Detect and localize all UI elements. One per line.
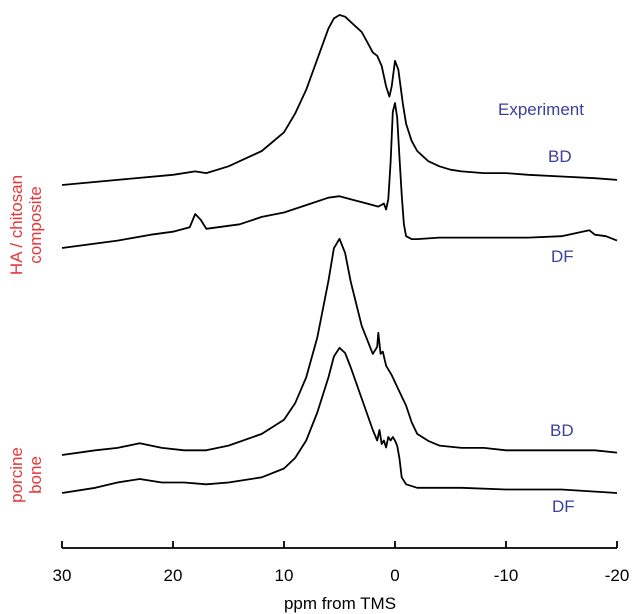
trace-df-ha-chitosan-composite (61, 102, 618, 249)
x-tick-label: 0 (390, 566, 399, 585)
x-tick-label: 30 (53, 566, 72, 585)
x-axis-tick-labels: 30 20 10 0 -10 -20 (53, 566, 630, 585)
spectra-traces (61, 14, 618, 494)
trace-bd-porcine-bone (61, 237, 618, 456)
group-labels: HA / chitosancomposite porcinebone (7, 175, 45, 503)
x-tick-label: -20 (605, 566, 630, 585)
group-label: porcinebone (7, 447, 45, 503)
x-axis-ticks (61, 541, 618, 548)
series-label-df-ha-chitosan-composite: DF (551, 247, 574, 266)
series-label-bd-ha-chitosan-composite: BD (548, 147, 572, 166)
trace-df-porcine-bone (61, 346, 618, 494)
x-tick-label: 10 (275, 566, 294, 585)
x-axis-label: ppm from TMS (284, 594, 396, 613)
x-tick-label: 20 (164, 566, 183, 585)
series-label-bd-porcine-bone: BD (550, 421, 574, 440)
x-tick-label: -10 (494, 566, 519, 585)
series-labels: BD DF BD DF (548, 147, 575, 516)
x-axis: 30 20 10 0 -10 -20 ppm from TMS (53, 541, 630, 613)
series-label-df-porcine-bone: DF (552, 497, 575, 516)
group-label: HA / chitosancomposite (7, 175, 45, 275)
trace-bd-ha-chitosan-composite (61, 14, 618, 186)
experiment-label: Experiment (498, 100, 584, 119)
